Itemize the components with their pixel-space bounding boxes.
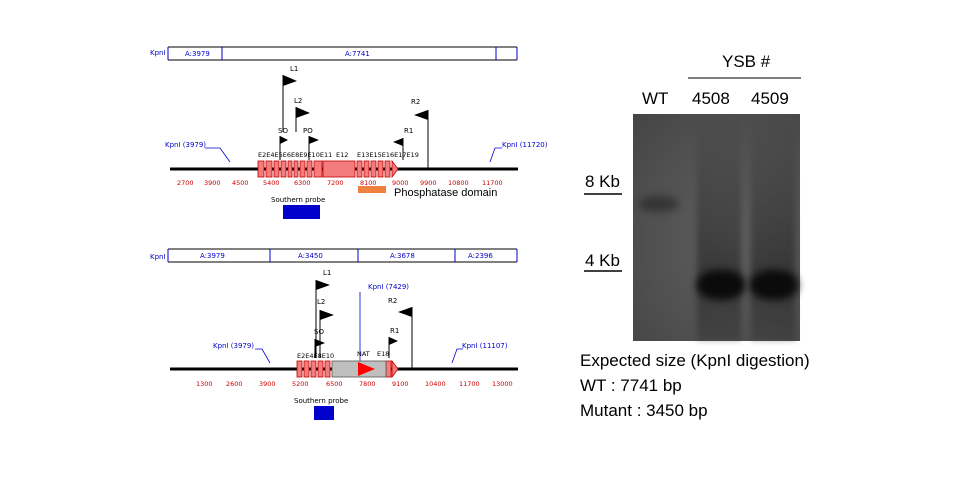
svg-text:5400: 5400 xyxy=(263,179,280,187)
marker-4kb: 4 Kb xyxy=(585,251,620,270)
bottom-site-left: KpnI (3979) xyxy=(213,342,254,350)
band-4509-3450 xyxy=(750,270,798,300)
top-map: KpnI A:3979 A:7741 L1 L2 SO PO xyxy=(150,46,548,219)
bottom-fragment-3: A:3678 xyxy=(390,252,415,260)
svg-text:L1: L1 xyxy=(323,269,331,277)
bottom-site-left-leader xyxy=(255,348,271,364)
svg-text:13000: 13000 xyxy=(492,380,513,388)
svg-text:R2: R2 xyxy=(411,98,420,106)
svg-text:7200: 7200 xyxy=(327,179,344,187)
bottom-map: KpnI A:3979 A:3450 A:3678 A:2396 L1 L2 S… xyxy=(150,248,518,420)
svg-text:2600: 2600 xyxy=(226,380,243,388)
bottom-probe-label: Southern probe xyxy=(294,397,348,405)
marker-8kb: 8 Kb xyxy=(585,172,620,191)
top-site-right: KpnI (11720) xyxy=(502,141,548,149)
top-phosphatase-label: Phosphatase domain xyxy=(394,187,497,199)
svg-text:R1: R1 xyxy=(404,127,413,135)
svg-text:9000: 9000 xyxy=(392,179,409,187)
bottom-fragment-1: A:3979 xyxy=(200,252,225,260)
svg-text:4500: 4500 xyxy=(232,179,249,187)
svg-text:9900: 9900 xyxy=(420,179,437,187)
lane-label-wt: WT xyxy=(642,89,669,108)
svg-text:R2: R2 xyxy=(388,297,397,305)
bottom-nat-arrow xyxy=(358,362,375,376)
svg-text:1300: 1300 xyxy=(196,380,213,388)
top-fragment-2: A:7741 xyxy=(345,50,370,58)
top-primer-l1: L1 xyxy=(282,65,298,132)
top-phosphatase-domain xyxy=(358,186,386,193)
top-primer-r2: R2 xyxy=(411,98,429,168)
svg-text:7800: 7800 xyxy=(359,380,376,388)
svg-text:10800: 10800 xyxy=(448,179,469,187)
svg-text:SO: SO xyxy=(314,328,324,336)
lane-label-4509: 4509 xyxy=(751,89,789,108)
svg-text:9100: 9100 xyxy=(392,380,409,388)
top-primer-so: SO xyxy=(278,127,288,160)
lane-label-4508: 4508 xyxy=(692,89,730,108)
bottom-fragment-2: A:3450 xyxy=(298,252,323,260)
svg-text:PO: PO xyxy=(303,127,313,135)
bottom-site-right: KpnI (11107) xyxy=(462,342,508,350)
bottom-site-mid: KpnI (7429) xyxy=(368,283,409,291)
expected-title: Expected size (KpnI digestion) xyxy=(580,351,810,370)
svg-text:5200: 5200 xyxy=(292,380,309,388)
svg-text:6500: 6500 xyxy=(326,380,343,388)
bottom-exons xyxy=(296,359,399,379)
top-site-right-leader xyxy=(489,147,502,163)
top-exon-label-e12: E12 xyxy=(336,151,348,159)
bottom-enzyme-label: KpnI xyxy=(150,253,166,261)
gel-header: YSB # xyxy=(722,52,771,71)
bottom-primer-l2: L2 xyxy=(317,298,334,358)
top-site-left: KpnI (3979) xyxy=(165,141,206,149)
svg-text:11700: 11700 xyxy=(482,179,503,187)
svg-text:L1: L1 xyxy=(290,65,298,73)
top-primer-po: PO xyxy=(303,127,319,160)
lane-4508-smear xyxy=(697,114,741,341)
top-fragment-1: A:3979 xyxy=(185,50,210,58)
svg-text:L2: L2 xyxy=(317,298,325,306)
svg-text:2700: 2700 xyxy=(177,179,194,187)
svg-text:8100: 8100 xyxy=(360,179,377,187)
bottom-primer-so: SO xyxy=(314,328,325,358)
svg-text:6300: 6300 xyxy=(294,179,311,187)
expected-wt: WT : 7741 bp xyxy=(580,376,682,395)
band-4508-3450 xyxy=(697,270,745,300)
top-enzyme-label: KpnI xyxy=(150,49,166,57)
svg-text:SO: SO xyxy=(278,127,288,135)
top-primer-l2: L2 xyxy=(294,97,310,132)
bottom-ticks: 1300 2600 3900 5200 6500 7800 9100 10400… xyxy=(196,380,513,388)
svg-text:3900: 3900 xyxy=(259,380,276,388)
bottom-primer-r1: R1 xyxy=(388,327,399,358)
bottom-southern-probe xyxy=(314,406,334,420)
expected-mutant: Mutant : 3450 bp xyxy=(580,401,708,420)
top-southern-probe xyxy=(283,205,320,219)
bottom-nat-label: NAT xyxy=(357,350,370,358)
top-exon-labels-right: E13E15E16E17E19 xyxy=(357,151,419,159)
top-ticks: 2700 3900 4500 5400 6300 7200 8100 9000 … xyxy=(177,179,503,187)
southern-blot-image xyxy=(633,114,800,341)
lane-4509-smear xyxy=(751,114,795,341)
top-primer-r1: R1 xyxy=(393,127,413,160)
svg-text:R1: R1 xyxy=(390,327,399,335)
bottom-fragment-4: A:2396 xyxy=(468,252,493,260)
top-exon-labels-left: E2E4E5E6E8E9E10E11 xyxy=(258,151,332,159)
svg-text:11700: 11700 xyxy=(459,380,480,388)
bottom-primer-r2: R2 xyxy=(388,297,413,369)
bottom-exon-label-right: E18 xyxy=(377,350,389,358)
top-site-left-leader xyxy=(205,147,231,163)
svg-text:10400: 10400 xyxy=(425,380,446,388)
band-wt-7741 xyxy=(639,196,679,212)
top-probe-label: Southern probe xyxy=(271,196,325,204)
svg-text:L2: L2 xyxy=(294,97,302,105)
bottom-site-right-leader xyxy=(451,348,463,364)
top-exons xyxy=(257,159,399,179)
bottom-exon-labels-left: E2E4E8E10 xyxy=(297,352,334,360)
svg-text:3900: 3900 xyxy=(204,179,221,187)
